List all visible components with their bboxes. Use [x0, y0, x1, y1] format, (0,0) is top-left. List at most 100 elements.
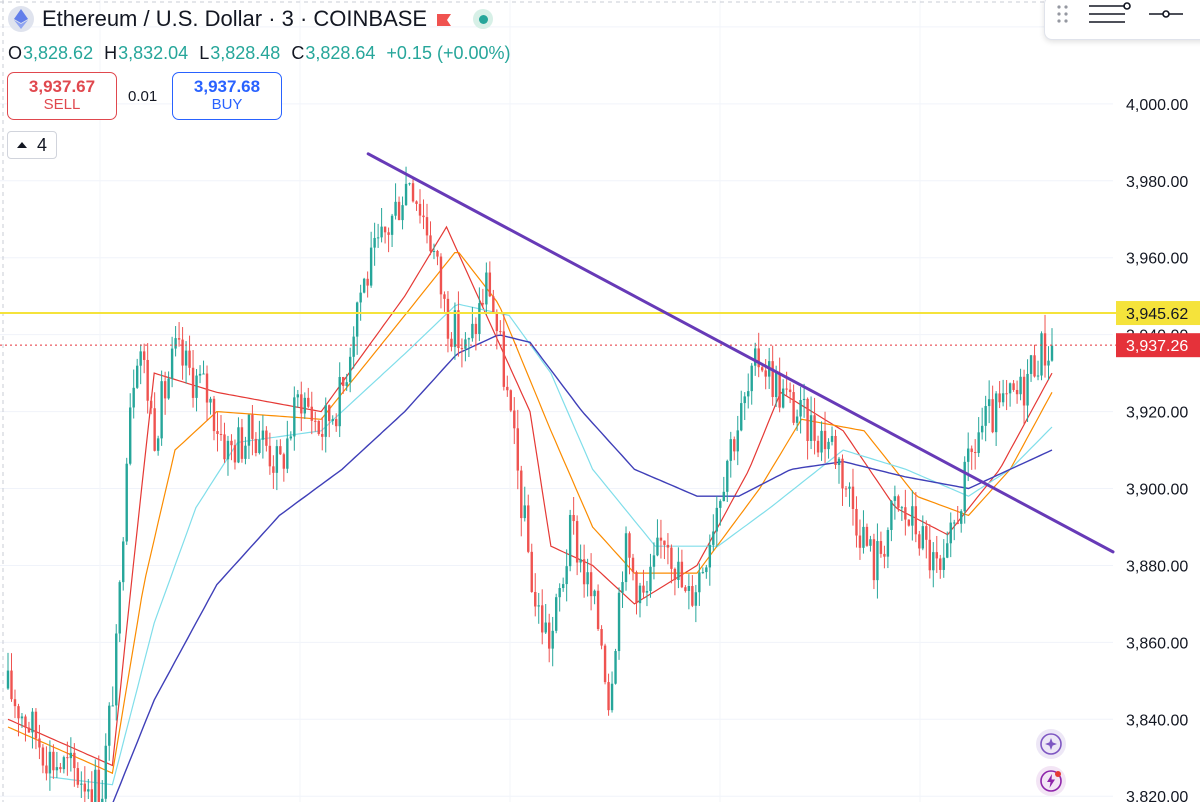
candle-body [265, 430, 268, 446]
candle-body [771, 361, 774, 398]
candle-body [628, 533, 631, 558]
candle-body [530, 551, 533, 592]
candle-body [226, 440, 230, 460]
candle-body [621, 582, 624, 593]
candle-body [1008, 383, 1012, 394]
candle-body [722, 491, 725, 502]
candle-body [596, 590, 600, 630]
candle-body [548, 622, 551, 649]
ohlc-values: O3,828.62 H3,832.04 L3,828.48 C3,828.64 … [8, 43, 511, 64]
settings-lines-icon[interactable] [1089, 2, 1131, 23]
drag-handle-icon[interactable] [1057, 5, 1068, 23]
candle-body [237, 427, 240, 463]
line-tool-icon[interactable] [1149, 10, 1183, 18]
ai-assistant-button[interactable] [1036, 729, 1066, 759]
candle-body [177, 338, 181, 340]
candle-body [883, 553, 886, 557]
candle-body [195, 375, 198, 398]
candle-body [579, 559, 582, 563]
candle-body [492, 296, 495, 313]
candle-body [844, 488, 848, 490]
sell-label: SELL [43, 96, 81, 113]
candle-body [635, 572, 638, 604]
candle-body [834, 435, 837, 466]
candle-body [69, 752, 73, 759]
candle-body [712, 531, 715, 545]
candle-body [499, 331, 502, 333]
candle-body [432, 250, 436, 252]
candle-body [1001, 393, 1005, 403]
candle-body [792, 392, 795, 423]
candle-body [212, 398, 216, 432]
candle-body [953, 522, 956, 524]
candle-body [816, 440, 820, 453]
candle-body [355, 302, 359, 337]
candle-body [1012, 383, 1015, 390]
candle-body [41, 747, 45, 766]
candle-body [132, 387, 135, 408]
candle-body [572, 514, 575, 522]
candle-body [244, 445, 247, 459]
moving-average-lines [7, 225, 1053, 802]
candle-body [90, 789, 93, 802]
candle-body [935, 552, 938, 559]
candle-body [918, 534, 921, 549]
candle-body [149, 400, 153, 409]
candle-body [338, 376, 341, 427]
candle-body [216, 431, 219, 434]
candle-body [589, 572, 593, 597]
candle-body [464, 339, 467, 349]
candle-body [855, 508, 858, 536]
buy-label: BUY [211, 96, 243, 113]
candle-body [520, 470, 523, 519]
candle-body [429, 235, 432, 252]
ethereum-icon [8, 6, 34, 32]
candle-body [209, 398, 212, 403]
candle-body [481, 303, 485, 305]
candle-body [743, 396, 746, 404]
candle-body [160, 381, 163, 439]
candle-body [680, 561, 684, 588]
candle-body [907, 519, 911, 526]
y-tick-label: 4,000.00 [1126, 97, 1188, 114]
sell-button[interactable]: 3,937.67 SELL [7, 72, 117, 120]
candle-body [624, 533, 628, 583]
y-tick-label: 3,980.00 [1126, 174, 1188, 191]
candle-body [537, 605, 540, 607]
candle-body [848, 486, 851, 489]
close-value: 3,828.64 [305, 43, 376, 63]
symbol-title[interactable]: Ethereum / U.S. Dollar · 3 · COINBASE [42, 6, 428, 31]
candle-body [806, 398, 809, 441]
candle-body [879, 541, 883, 554]
candle-body [677, 561, 680, 581]
buy-button[interactable]: 3,937.68 BUY [172, 72, 282, 120]
candle-body [450, 338, 453, 347]
candle-body [362, 278, 366, 293]
market-status-icon[interactable] [473, 9, 494, 29]
candle-body [554, 597, 558, 631]
candle-body [184, 350, 188, 366]
candle-body [977, 432, 980, 454]
symbol-title-row[interactable]: Ethereum / U.S. Dollar · 3 · COINBASE [8, 6, 494, 32]
alerts-button[interactable] [1036, 766, 1066, 796]
candle-body [1026, 373, 1029, 406]
candle-body [774, 372, 778, 398]
candle-body [324, 405, 327, 437]
candle-body [296, 394, 300, 398]
candle-body [865, 526, 869, 546]
candle-body [467, 338, 471, 340]
candle-body [872, 539, 876, 581]
candle-body [558, 588, 561, 598]
candle-body [142, 351, 146, 360]
candle-body [191, 367, 195, 398]
flag-icon[interactable] [435, 10, 453, 28]
candle-body [705, 567, 708, 573]
indicators-toggle-button[interactable]: 4 [7, 131, 57, 159]
candle-body [656, 537, 659, 556]
candle-body [729, 439, 732, 461]
high-value: 3,832.04 [118, 43, 189, 63]
candle-body [582, 559, 586, 585]
low-value: 3,828.48 [210, 43, 281, 63]
candle-body [366, 278, 369, 286]
